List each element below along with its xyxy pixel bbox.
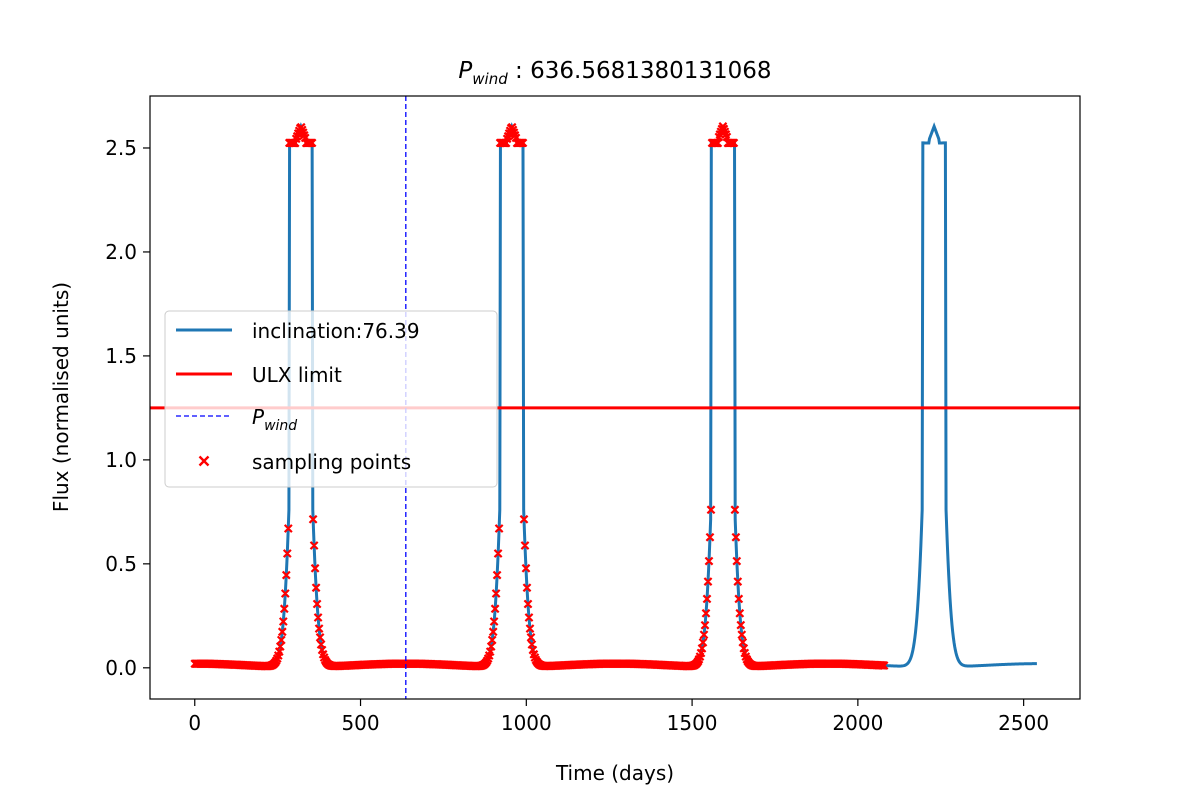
chart-title-value: : 636.5681380131068 (508, 58, 772, 84)
y-tick-label: 1.0 (105, 448, 137, 472)
y-tick-label: 0.0 (105, 656, 137, 680)
y-axis-label: Flux (normalised units) (49, 282, 73, 512)
chart-title-symbol: P (458, 58, 472, 84)
legend-label-ulx: ULX limit (252, 363, 342, 387)
x-tick-label: 2000 (832, 711, 883, 735)
x-tick-label: 500 (341, 711, 379, 735)
legend-pwind-subscript: wind (264, 418, 297, 434)
axes-frame (149, 95, 1081, 700)
legend-pwind-symbol: P (252, 405, 265, 429)
x-axis-label: Time (days) (555, 761, 674, 785)
x-tick-label: 2500 (998, 711, 1049, 735)
y-tick-label: 1.5 (105, 344, 137, 368)
legend-label-samples: sampling points (252, 450, 411, 474)
legend-sample-marker (198, 455, 210, 467)
legend: inclination:76.39 ULX limit Pwind sampli… (164, 310, 498, 488)
legend-swatch-samples (198, 455, 210, 467)
legend-label-inclination: inclination:76.39 (252, 319, 420, 343)
legend-label-pwind: Pwind (252, 405, 297, 434)
y-axis: 0.0 0.5 1.0 1.5 2.0 2.5 (105, 136, 150, 680)
chart-title-subscript: wind (472, 70, 508, 88)
x-tick-label: 0 (188, 711, 201, 735)
x-tick-label: 1500 (667, 711, 718, 735)
x-axis: 0 500 1000 1500 2000 2500 (188, 699, 1049, 735)
y-tick-label: 0.5 (105, 552, 137, 576)
y-tick-label: 2.0 (105, 240, 137, 264)
chart-title: Pwind : 636.5681380131068 (458, 58, 771, 88)
legend-frame (164, 310, 498, 488)
x-tick-label: 1000 (501, 711, 552, 735)
y-tick-label: 2.5 (105, 136, 137, 160)
sampling-points (190, 122, 889, 671)
